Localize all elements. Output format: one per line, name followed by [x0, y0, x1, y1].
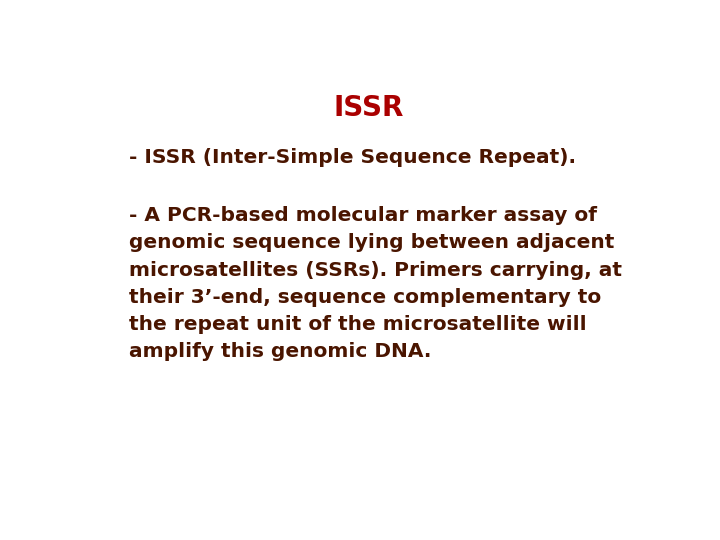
Text: ISSR: ISSR — [334, 94, 404, 122]
Text: - A PCR-based molecular marker assay of
genomic sequence lying between adjacent
: - A PCR-based molecular marker assay of … — [129, 206, 622, 361]
Text: - ISSR (Inter-Simple Sequence Repeat).: - ISSR (Inter-Simple Sequence Repeat). — [129, 148, 576, 167]
